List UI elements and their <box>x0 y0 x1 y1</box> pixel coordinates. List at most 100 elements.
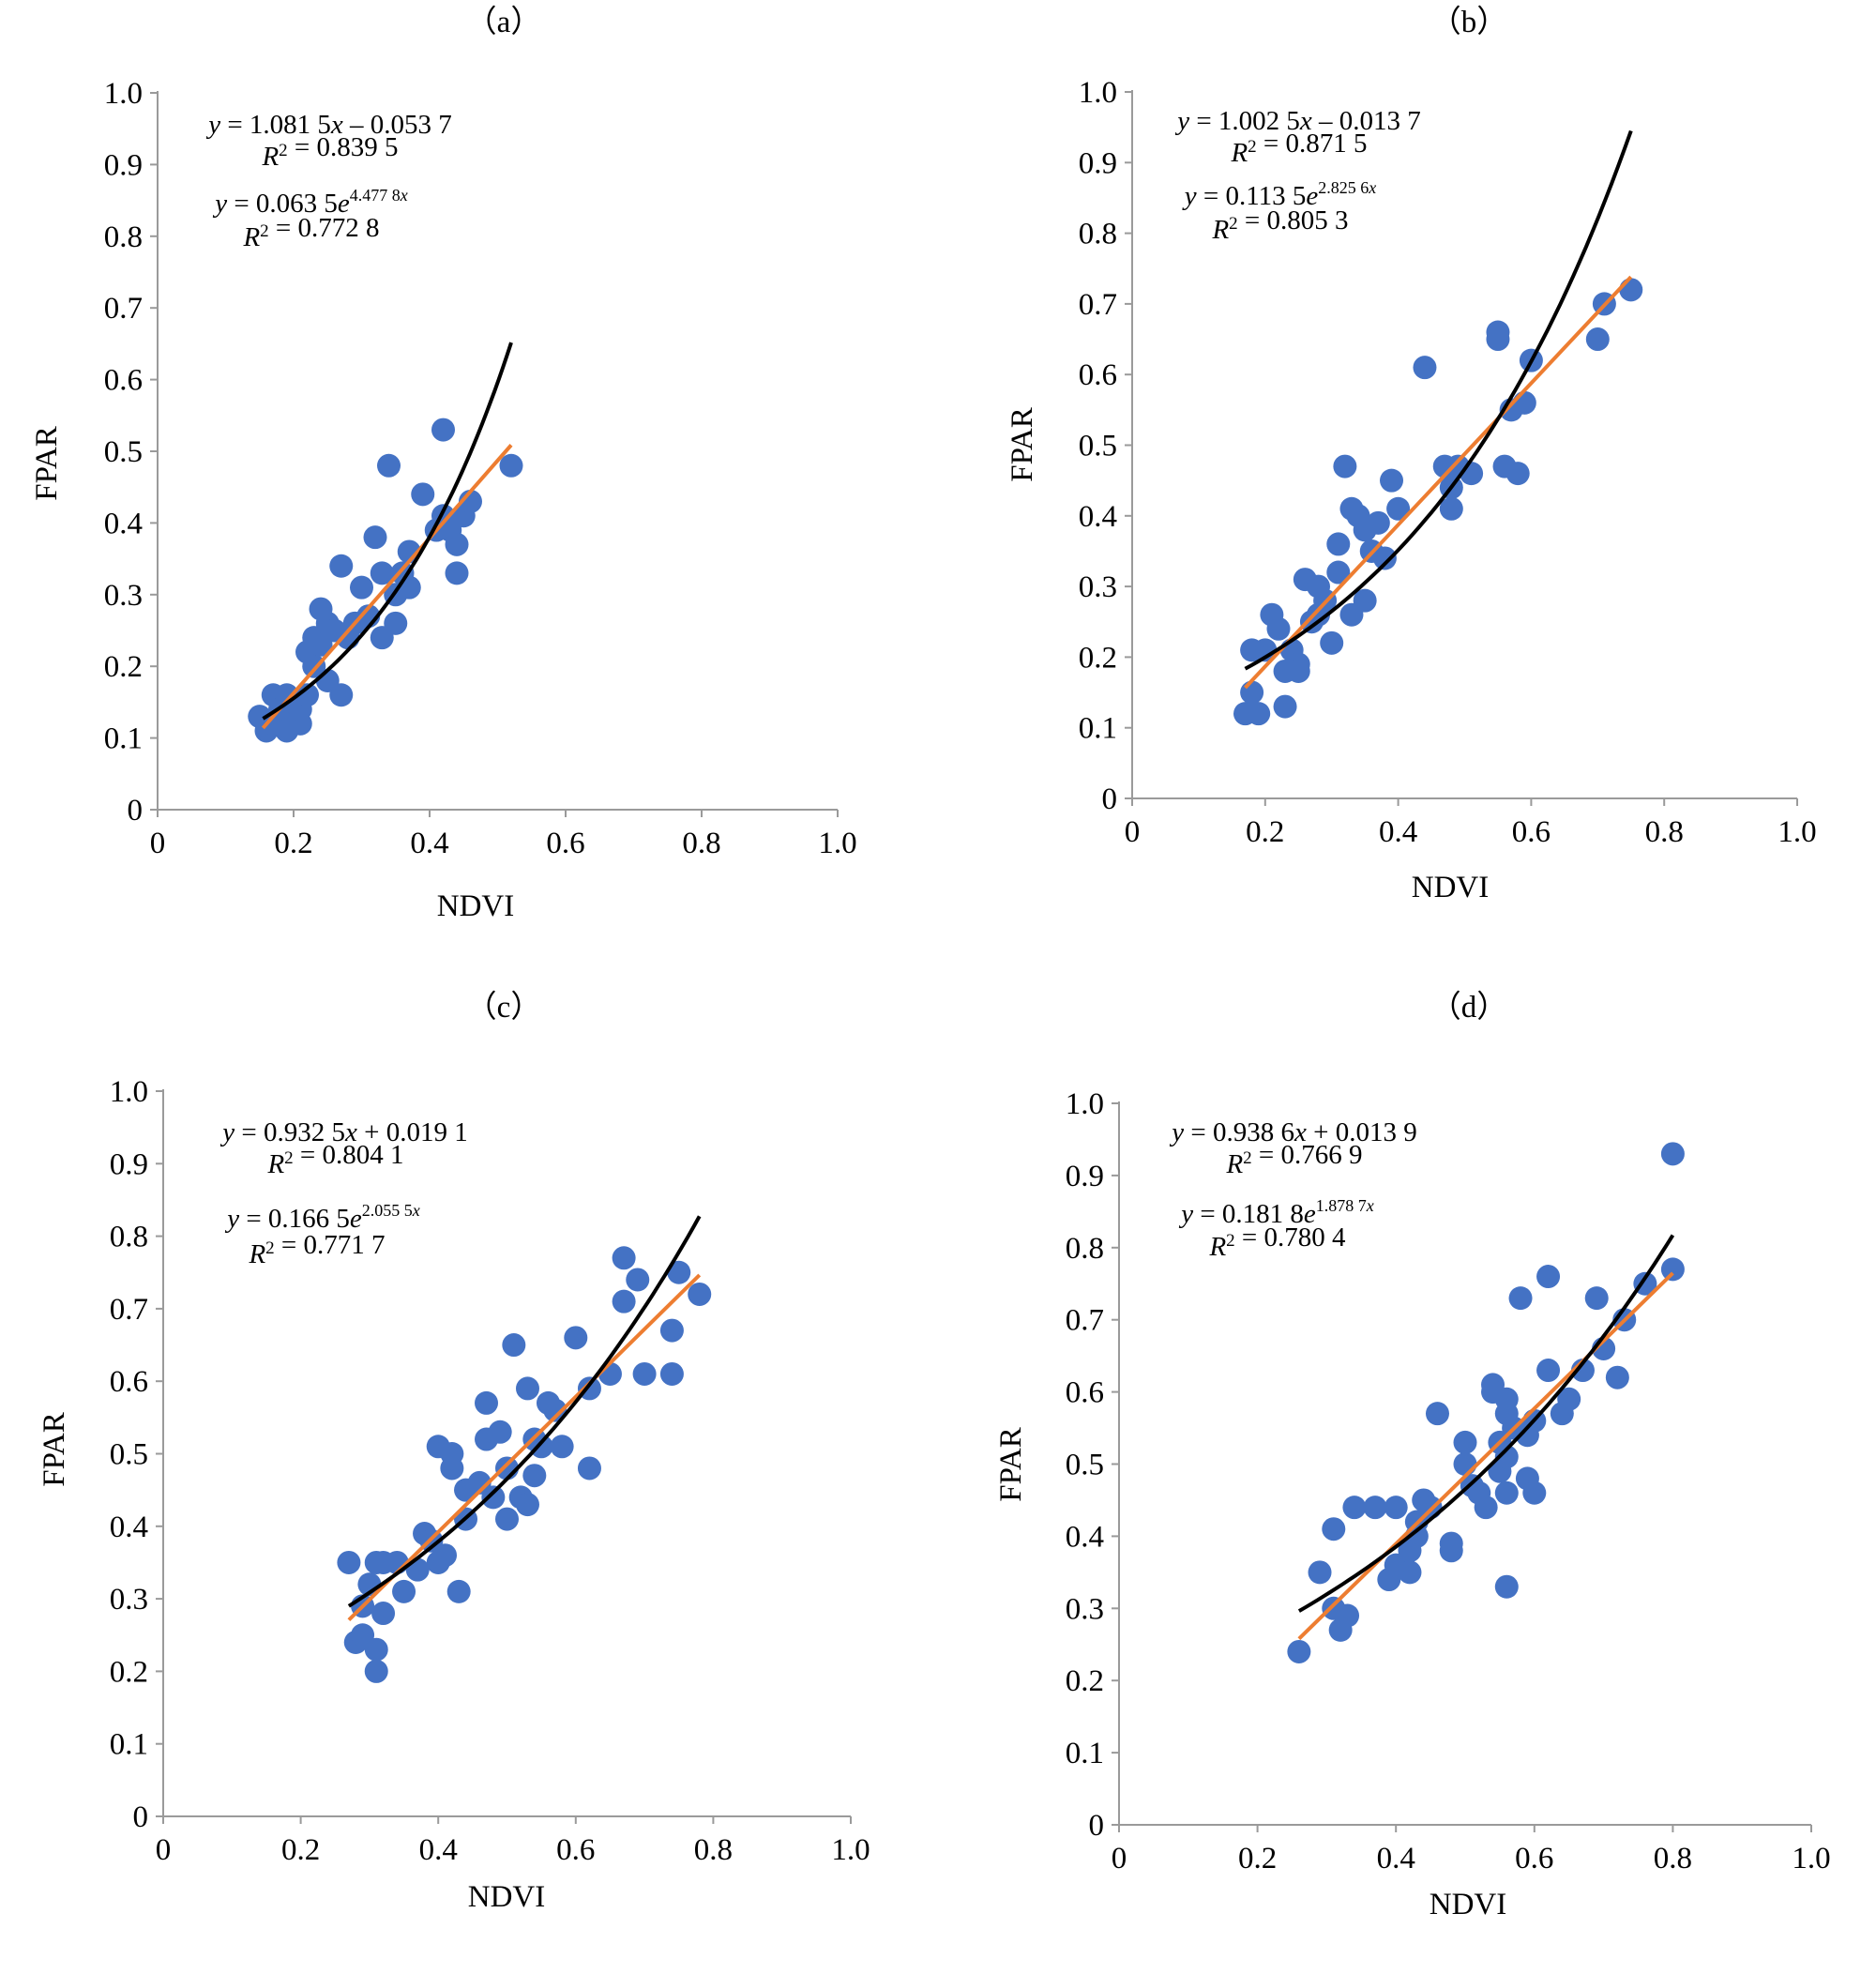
y-tick-label: 0.9 <box>104 148 143 182</box>
data-point <box>1380 468 1404 493</box>
y-tick-label: 0 <box>1102 782 1118 816</box>
x-tick-label: 0 <box>156 1833 172 1867</box>
panel-c: （c） FPAR NDVI y = 0.932 5x + 0.019 1 R2 … <box>38 991 870 1914</box>
data-point <box>377 453 401 478</box>
y-tick-label: 0.7 <box>1079 288 1117 322</box>
data-point <box>659 1361 684 1386</box>
panel-title: （a） <box>466 6 542 39</box>
data-point <box>384 611 408 635</box>
data-point <box>515 1493 539 1517</box>
data-point <box>1536 1359 1561 1383</box>
x-tick-label: 0.8 <box>1654 1842 1692 1875</box>
linear-equation: y = 1.002 5x – 0.013 7 <box>1174 106 1421 136</box>
data-point <box>329 554 354 578</box>
y-tick-label: 0.5 <box>110 1438 148 1472</box>
data-point <box>1353 588 1377 613</box>
panel-d: （d） FPAR NDVI y = 0.938 6x + 0.013 9 R2 … <box>994 991 1831 1921</box>
y-tick-label: 0.6 <box>1066 1376 1104 1410</box>
data-point <box>1585 327 1610 352</box>
data-point <box>1287 1639 1311 1663</box>
y-tick-label: 0.2 <box>110 1655 148 1689</box>
data-point <box>1512 390 1536 415</box>
y-tick-label: 0.8 <box>110 1221 148 1254</box>
data-point <box>1308 1560 1332 1585</box>
y-tick-label: 0.5 <box>1066 1449 1104 1482</box>
x-tick-label: 0.2 <box>1246 815 1284 849</box>
linear-equation: y = 1.081 5x – 0.053 7 <box>205 110 452 140</box>
data-point <box>1660 1257 1685 1282</box>
y-tick-label: 0 <box>133 1800 149 1834</box>
y-tick-label: 0.2 <box>1079 641 1117 675</box>
x-tick-label: 0.4 <box>1377 1842 1415 1875</box>
data-point <box>495 1507 519 1531</box>
x-tick-label: 0.2 <box>281 1833 320 1867</box>
data-point <box>370 561 394 585</box>
y-tick-label: 0.5 <box>104 435 143 469</box>
y-tick-label: 0.3 <box>1066 1592 1104 1626</box>
panel-a: （a） FPAR NDVI y = 1.081 5x – 0.053 7 R2 … <box>30 6 857 923</box>
data-point <box>522 1464 547 1488</box>
y-tick-label: 0.9 <box>110 1147 148 1181</box>
data-point <box>626 1268 650 1292</box>
y-tick-label: 1.0 <box>1079 76 1117 110</box>
data-point <box>612 1246 636 1270</box>
exp-r-squared: R2 = 0.772 8 <box>242 213 379 252</box>
data-point <box>1320 630 1344 655</box>
data-point <box>431 418 455 442</box>
data-point <box>1363 1496 1387 1520</box>
linear-trend-line <box>261 444 513 730</box>
data-point <box>1333 454 1357 478</box>
y-tick-label: 1.0 <box>1066 1087 1104 1121</box>
data-point <box>445 561 469 585</box>
y-tick-label: 0.4 <box>104 507 143 540</box>
y-tick-label: 0.2 <box>104 650 143 684</box>
data-point <box>659 1318 684 1343</box>
y-tick-label: 0 <box>1089 1809 1105 1843</box>
data-point <box>364 1659 388 1683</box>
data-point <box>363 525 387 550</box>
y-tick-label: 0.7 <box>110 1293 148 1327</box>
data-point <box>1384 1496 1408 1520</box>
data-point <box>488 1420 512 1444</box>
x-axis-label: NDVI <box>1430 1888 1506 1921</box>
y-tick-label: 0.8 <box>1079 218 1117 251</box>
data-point <box>1584 1286 1609 1311</box>
data-point <box>1557 1387 1581 1411</box>
y-tick-label: 0.4 <box>1079 500 1117 534</box>
data-point <box>350 575 373 600</box>
x-tick-label: 0.8 <box>682 827 720 860</box>
x-tick-label: 0.8 <box>694 1833 733 1867</box>
data-point <box>446 1579 471 1603</box>
data-point <box>1322 1517 1346 1541</box>
data-point <box>1425 1402 1449 1426</box>
x-tick-label: 0.6 <box>1512 815 1551 849</box>
data-point <box>440 1442 464 1465</box>
x-tick-label: 1.0 <box>831 1833 870 1867</box>
y-tick-label: 1.0 <box>110 1075 148 1109</box>
y-tick-label: 1.0 <box>104 77 143 111</box>
x-tick-label: 0.6 <box>556 1833 595 1867</box>
data-point <box>550 1435 574 1459</box>
x-tick-label: 0.4 <box>419 1833 458 1867</box>
data-point <box>1372 546 1397 570</box>
y-tick-label: 0.4 <box>110 1511 148 1544</box>
x-tick-label: 0.2 <box>274 827 312 860</box>
linear-trend-line <box>347 1273 702 1622</box>
exp-equation: y = 0.181 8e1.878 7x <box>1178 1196 1374 1229</box>
x-tick-label: 0 <box>150 827 166 860</box>
y-tick-label: 0.1 <box>110 1728 148 1762</box>
data-point <box>612 1289 636 1313</box>
data-point <box>1474 1496 1498 1520</box>
exponential-trend-curve <box>347 1215 702 1608</box>
data-point <box>445 532 469 556</box>
x-tick-label: 0.6 <box>546 827 584 860</box>
data-point <box>392 1579 416 1603</box>
data-point <box>515 1376 539 1401</box>
y-axis-label: FPAR <box>994 1427 1028 1502</box>
data-point <box>1273 694 1297 719</box>
data-point <box>1505 462 1530 486</box>
y-tick-label: 0.8 <box>104 220 143 254</box>
data-point <box>397 575 421 600</box>
data-point <box>329 683 354 707</box>
